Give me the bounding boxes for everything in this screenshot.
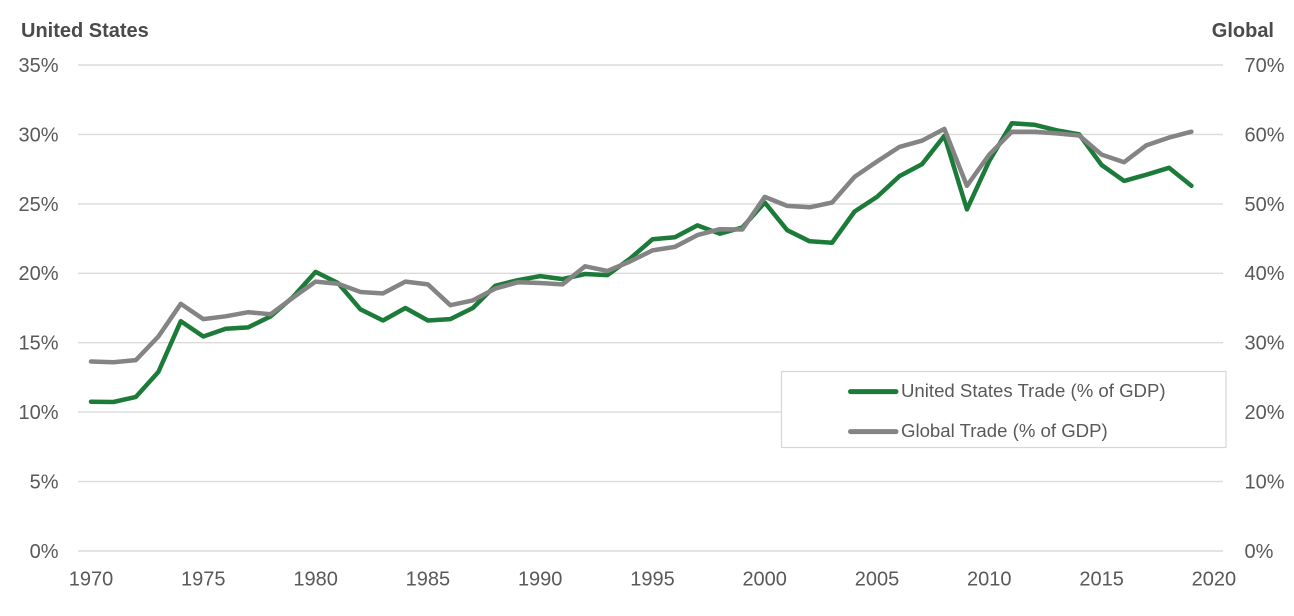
svg-text:0%: 0%: [30, 541, 59, 563]
svg-text:1975: 1975: [181, 569, 226, 591]
svg-text:1980: 1980: [293, 569, 338, 591]
svg-text:1995: 1995: [630, 569, 675, 591]
svg-text:20%: 20%: [1245, 402, 1285, 424]
svg-text:25%: 25%: [18, 194, 58, 216]
svg-text:Global: Global: [1212, 20, 1274, 42]
svg-text:2015: 2015: [1079, 569, 1124, 591]
svg-text:10%: 10%: [18, 402, 58, 424]
svg-text:60%: 60%: [1245, 124, 1285, 146]
svg-text:1970: 1970: [69, 569, 114, 591]
svg-text:10%: 10%: [1245, 472, 1285, 494]
svg-text:70%: 70%: [1245, 55, 1285, 77]
svg-text:2000: 2000: [742, 569, 787, 591]
svg-text:0%: 0%: [1245, 541, 1274, 563]
svg-text:1990: 1990: [518, 569, 563, 591]
svg-text:15%: 15%: [18, 333, 58, 355]
svg-text:United States: United States: [21, 20, 149, 42]
svg-text:50%: 50%: [1245, 194, 1285, 216]
svg-text:1985: 1985: [406, 569, 451, 591]
svg-text:30%: 30%: [18, 124, 58, 146]
svg-text:2010: 2010: [967, 569, 1012, 591]
svg-text:Global Trade (% of GDP): Global Trade (% of GDP): [901, 420, 1108, 441]
svg-text:40%: 40%: [1245, 263, 1285, 285]
svg-text:35%: 35%: [18, 55, 58, 77]
svg-text:2005: 2005: [855, 569, 900, 591]
svg-text:2020: 2020: [1192, 569, 1237, 591]
svg-text:20%: 20%: [18, 263, 58, 285]
svg-text:5%: 5%: [30, 472, 59, 494]
svg-text:United States Trade (% of GDP): United States Trade (% of GDP): [901, 380, 1166, 401]
svg-text:30%: 30%: [1245, 333, 1285, 355]
